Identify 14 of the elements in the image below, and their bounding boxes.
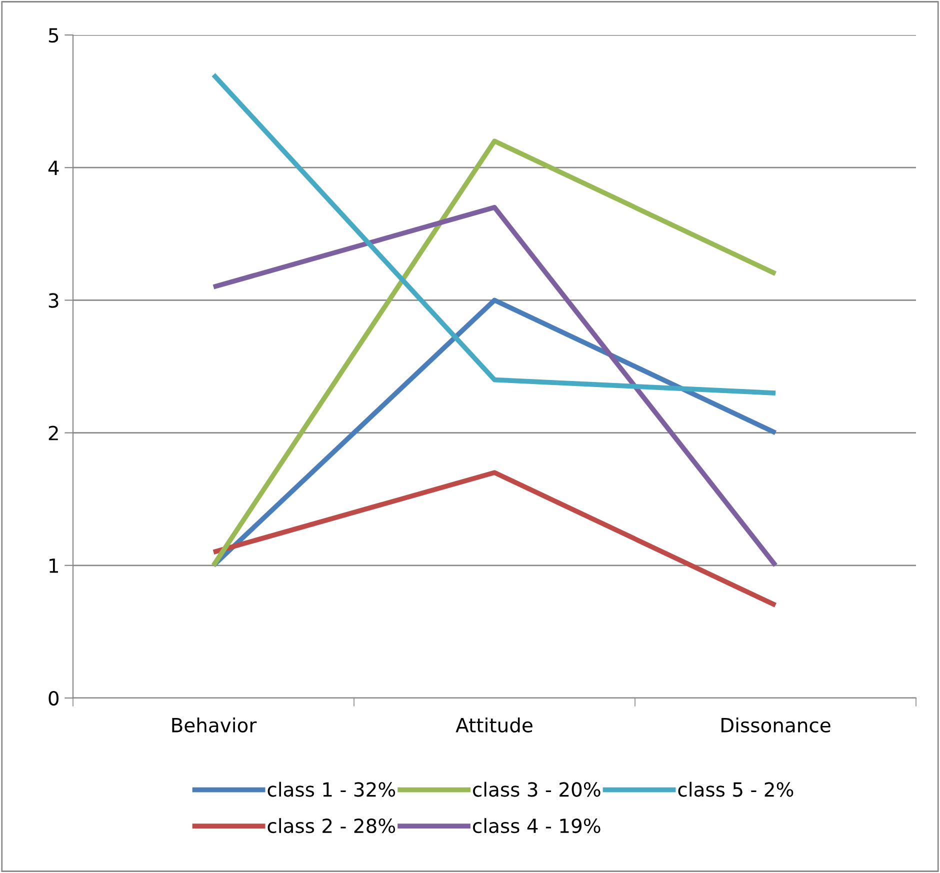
legend-label: class 4 - 19% [473, 818, 600, 834]
x-tick-label: Dissonance [722, 717, 830, 732]
y-tick-label: 1 [50, 558, 58, 573]
y-tick-label: 3 [48, 293, 58, 308]
legend-label: class 2 - 28% [268, 818, 396, 834]
y-tick-label: 0 [48, 690, 59, 706]
legend-label: class 5 - 2% [678, 782, 794, 797]
legend-label: class 3 - 20% [473, 782, 600, 797]
x-tick-label: Behavior [172, 717, 257, 732]
legend-label: class 1 - 32% [268, 782, 396, 797]
x-tick-label: Attitude [456, 717, 532, 732]
y-tick-label: 5 [48, 28, 58, 43]
y-tick-label: 2 [48, 426, 58, 440]
y-tick-label: 4 [48, 160, 59, 175]
